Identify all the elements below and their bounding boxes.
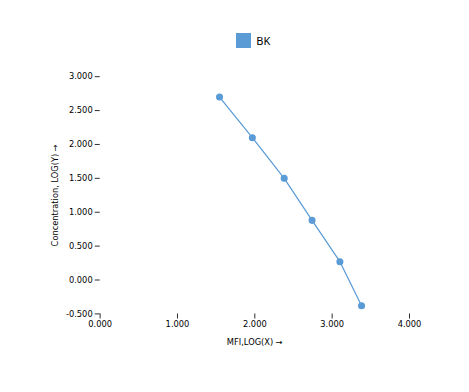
svg-text:3.000: 3.000 — [69, 71, 93, 81]
svg-text:1.000: 1.000 — [69, 206, 93, 216]
svg-text:4.000: 4.000 — [398, 319, 422, 329]
svg-text:1.500: 1.500 — [69, 173, 93, 183]
svg-text:1.000: 1.000 — [166, 319, 190, 329]
svg-text:2.500: 2.500 — [69, 105, 93, 115]
svg-text:MFI,LOG(X) →: MFI,LOG(X) → — [227, 337, 283, 347]
svg-text:-0.500: -0.500 — [66, 308, 93, 318]
svg-text:3.000: 3.000 — [320, 319, 344, 329]
svg-text:0.000: 0.000 — [69, 274, 93, 284]
svg-text:2.000: 2.000 — [243, 319, 267, 329]
svg-text:0.000: 0.000 — [88, 319, 112, 329]
html-text:BK: BK — [256, 33, 271, 48]
svg-text:Concentration, LOG(Y) →: Concentration, LOG(Y) → — [50, 144, 60, 246]
svg-text:0.500: 0.500 — [69, 240, 93, 250]
svg-text:2.000: 2.000 — [69, 139, 93, 149]
